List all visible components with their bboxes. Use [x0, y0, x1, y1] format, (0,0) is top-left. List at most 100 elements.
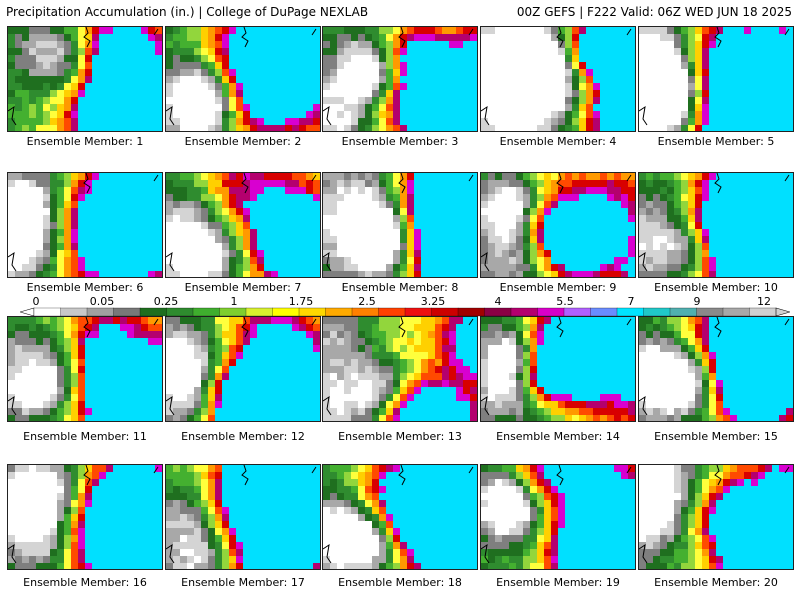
precip-field-map — [8, 27, 162, 131]
scale-swatch — [219, 307, 247, 317]
member-caption: Ensemble Member: 2 — [184, 135, 302, 148]
scale-tick-label: 0.25 — [153, 295, 179, 308]
member-caption: Ensemble Member: 10 — [654, 281, 778, 294]
precip-field-map — [481, 465, 635, 569]
scale-swatch — [298, 307, 327, 317]
scale-swatch — [404, 307, 433, 317]
map-panel — [480, 172, 636, 278]
scale-tick-label: 1 — [230, 295, 238, 308]
scale-tick-label: 3.25 — [420, 295, 446, 308]
member-caption: Ensemble Member: 8 — [341, 281, 459, 294]
scale-swatch — [325, 307, 353, 317]
scale-swatch — [139, 307, 168, 317]
scale-swatch — [272, 307, 300, 317]
precip-field-map — [8, 173, 162, 277]
scale-tick-label: 7 — [627, 295, 635, 308]
scale-tick-label: 9 — [693, 295, 701, 308]
scale-arrow-left — [20, 307, 35, 317]
member-caption: Ensemble Member: 16 — [23, 576, 147, 589]
scale-swatch — [749, 307, 777, 317]
member-caption: Ensemble Member: 20 — [654, 576, 778, 589]
scale-swatch — [484, 307, 512, 317]
map-title: Precipitation Accumulation (in.) | Colle… — [6, 5, 369, 19]
color-scale-bar — [20, 307, 790, 317]
member-caption: Ensemble Member: 14 — [496, 430, 620, 443]
precip-field-map — [481, 27, 635, 131]
scale-swatch — [616, 307, 645, 317]
member-caption: Ensemble Member: 1 — [26, 135, 144, 148]
member-caption: Ensemble Member: 4 — [499, 135, 617, 148]
scale-swatch — [60, 307, 88, 317]
member-caption: Ensemble Member: 7 — [184, 281, 302, 294]
map-panel — [480, 316, 636, 422]
member-caption: Ensemble Member: 13 — [338, 430, 462, 443]
map-panel — [165, 172, 321, 278]
map-panel — [7, 464, 163, 570]
member-caption: Ensemble Member: 5 — [657, 135, 775, 148]
scale-swatch — [351, 307, 380, 317]
member-caption: Ensemble Member: 9 — [499, 281, 617, 294]
map-panel — [480, 26, 636, 132]
scale-swatch — [166, 307, 194, 317]
member-caption: Ensemble Member: 17 — [181, 576, 305, 589]
map-panel — [7, 172, 163, 278]
scale-tick-label: 5.5 — [556, 295, 574, 308]
precip-field-map — [639, 465, 793, 569]
map-panel — [638, 26, 794, 132]
scale-swatch — [537, 307, 565, 317]
scale-tick-label: 1.75 — [288, 295, 314, 308]
map-panel — [638, 172, 794, 278]
scale-tick-label: 2.5 — [358, 295, 376, 308]
precip-field-map — [639, 27, 793, 131]
map-panel — [480, 464, 636, 570]
scale-swatch — [457, 307, 486, 317]
scale-swatch — [33, 307, 62, 317]
map-panel — [165, 316, 321, 422]
scale-swatch — [113, 307, 141, 317]
precip-field-map — [166, 27, 320, 131]
precip-field-map — [166, 173, 320, 277]
run-info: 00Z GEFS | F222 Valid: 06Z WED JUN 18 20… — [516, 5, 792, 19]
scale-swatch — [669, 307, 698, 317]
precip-field-map — [323, 27, 477, 131]
member-caption: Ensemble Member: 6 — [26, 281, 144, 294]
precip-field-map — [639, 173, 793, 277]
precip-field-map — [323, 317, 477, 421]
scale-swatch — [696, 307, 724, 317]
member-caption: Ensemble Member: 18 — [338, 576, 462, 589]
map-panel — [7, 26, 163, 132]
precip-field-map — [481, 173, 635, 277]
scale-swatch — [192, 307, 221, 317]
member-caption: Ensemble Member: 12 — [181, 430, 305, 443]
member-caption: Ensemble Member: 19 — [496, 576, 620, 589]
precip-field-map — [481, 317, 635, 421]
scale-swatch — [563, 307, 592, 317]
map-panel — [322, 172, 478, 278]
scale-swatch — [86, 307, 115, 317]
map-panel — [638, 316, 794, 422]
member-caption: Ensemble Member: 15 — [654, 430, 778, 443]
precip-field-map — [323, 465, 477, 569]
scale-swatch — [431, 307, 459, 317]
map-panel — [7, 316, 163, 422]
scale-swatch — [643, 307, 671, 317]
scale-swatch — [722, 307, 751, 317]
precip-field-map — [639, 317, 793, 421]
scale-swatch — [510, 307, 539, 317]
precip-field-map — [323, 173, 477, 277]
member-caption: Ensemble Member: 11 — [23, 430, 147, 443]
precip-field-map — [8, 317, 162, 421]
map-panel — [165, 464, 321, 570]
map-panel — [322, 26, 478, 132]
scale-swatch — [590, 307, 618, 317]
map-panel — [322, 316, 478, 422]
map-panel — [322, 464, 478, 570]
precip-field-map — [166, 317, 320, 421]
precip-field-map — [166, 465, 320, 569]
member-caption: Ensemble Member: 3 — [341, 135, 459, 148]
scale-tick-label: 4 — [494, 295, 502, 308]
scale-arrow-right — [775, 307, 790, 317]
precip-field-map — [8, 465, 162, 569]
scale-tick-label: 12 — [757, 295, 771, 308]
map-panel — [165, 26, 321, 132]
